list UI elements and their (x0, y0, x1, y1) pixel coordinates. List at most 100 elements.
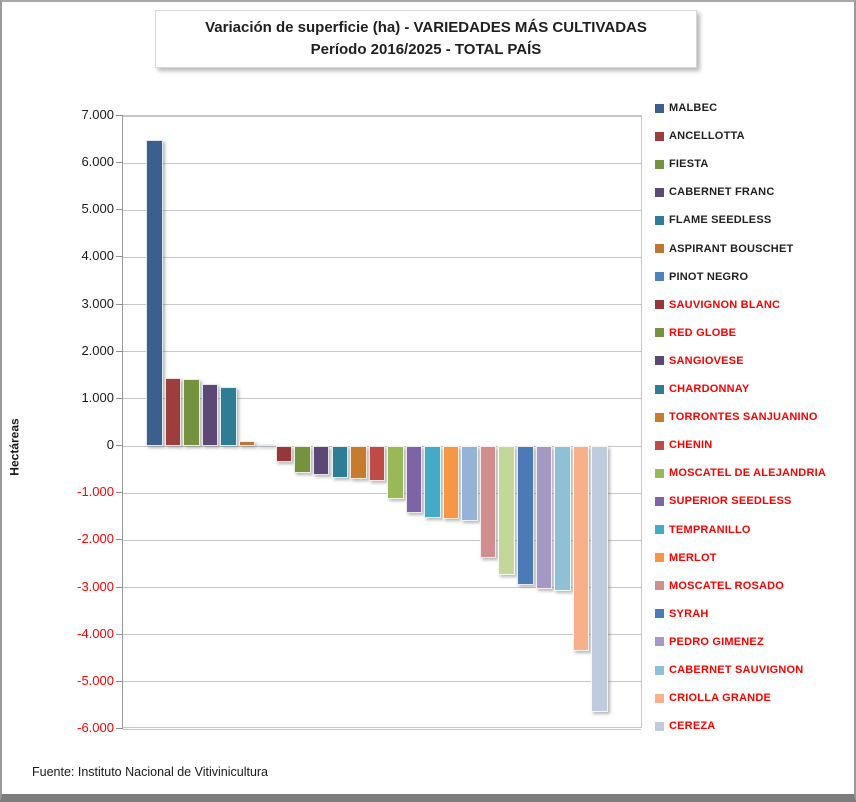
bar-chardonnay (331, 446, 348, 479)
y-tick-label: -6.000 (77, 720, 114, 735)
bar-merlot (442, 446, 460, 519)
chart-title-line-2: Período 2016/2025 - TOTAL PAÍS (310, 41, 542, 58)
y-tick-label: 2.000 (81, 342, 114, 358)
y-tick-label: 4.000 (81, 248, 114, 264)
bar-aspirant-bouschet (238, 440, 256, 447)
legend-swatch (655, 637, 664, 647)
legend-label: PEDRO GIMENEZ (669, 635, 764, 648)
gridline-7.000 (123, 115, 641, 117)
y-tick-mark (116, 350, 123, 352)
plot-area (122, 115, 642, 730)
y-tick-label: -5.000 (77, 672, 114, 688)
legend-item-fiesta: FIESTA (655, 154, 709, 174)
bar-pinot-negro (257, 444, 274, 447)
legend-item-cabernet-sauvignon: CABERNET SAUVIGNON (655, 660, 803, 680)
y-tick-label: 1.000 (81, 389, 114, 405)
chart-title-box: Variación de superficie (ha) - VARIEDADE… (155, 10, 697, 68)
bar-torrontes-sanjuanino (350, 446, 367, 480)
legend-swatch (655, 693, 664, 703)
legend-item-chardonnay: CHARDONNAY (655, 379, 749, 399)
legend-label: RED GLOBE (669, 326, 737, 339)
y-tick-mark (116, 445, 123, 447)
bar-fiesta (183, 378, 200, 447)
y-tick-mark (116, 115, 123, 116)
legend-swatch (655, 300, 664, 310)
chart-title-line-1: Variación de superficie (ha) - VARIEDADE… (205, 19, 647, 36)
legend-label: MERLOT (669, 551, 717, 564)
legend-item-criolla-grande: CRIOLLA GRANDE (655, 688, 771, 708)
gridline--4.000 (123, 634, 641, 636)
legend-swatch (655, 215, 664, 225)
gridline--6.000 (123, 728, 641, 730)
legend-swatch (655, 159, 664, 169)
legend-label: FIESTA (669, 158, 709, 171)
legend-label: MOSCATEL DE ALEJANDRIA (669, 467, 826, 480)
bar-superior-seedless (405, 446, 423, 514)
bar-unlabeled-18 (461, 446, 478, 521)
bar-sauvignon-blanc (275, 446, 293, 463)
legend-item-merlot: MERLOT (655, 548, 717, 568)
y-tick-mark (116, 728, 123, 729)
bar-cabernet-franc (201, 384, 219, 447)
y-tick-mark (116, 397, 123, 399)
legend-label: CHARDONNAY (669, 383, 750, 395)
bar-ancellotta (164, 378, 182, 447)
legend-swatch (655, 131, 664, 141)
gridline-4.000 (123, 256, 641, 258)
gridline--3.000 (123, 587, 641, 589)
y-tick-mark (116, 303, 123, 305)
source-note: Fuente: Instituto Nacional de Vitivinicu… (32, 765, 269, 779)
gridline-1.000 (123, 398, 641, 400)
legend-label: TORRONTES SANJUANINO (669, 411, 818, 424)
legend-label: MOSCATEL ROSADO (669, 579, 785, 592)
legend-item-malbec: MALBEC (655, 98, 717, 118)
legend-swatch (655, 187, 664, 197)
y-tick-mark (116, 633, 123, 635)
legend-item-sangiovese: SANGIOVESE (655, 351, 744, 371)
bar-unlabeled-20 (498, 446, 515, 575)
y-tick-label: -1.000 (77, 484, 114, 500)
legend-swatch (655, 496, 664, 506)
y-tick-label: 5.000 (81, 201, 114, 217)
legend-label: SANGIOVESE (669, 354, 744, 367)
legend-item-cabernet-franc: CABERNET FRANC (655, 182, 774, 202)
legend-swatch (655, 244, 664, 253)
legend-item-chenin: CHENIN (655, 435, 712, 455)
bar-syrah (517, 446, 534, 585)
y-tick-label: -4.000 (77, 625, 114, 641)
gridline-3.000 (123, 304, 641, 306)
legend-item-moscatel-de-alejandria: MOSCATEL DE ALEJANDRIA (655, 463, 826, 483)
bar-sangiovese (312, 446, 330, 476)
legend-item-pedro-gimenez: PEDRO GIMENEZ (655, 632, 764, 652)
legend-item-torrontes-sanjuanino: TORRONTES SANJUANINO (655, 407, 818, 427)
y-tick-mark (116, 209, 123, 211)
legend-swatch (655, 272, 664, 282)
legend-item-ancellotta: ANCELLOTTA (655, 126, 745, 146)
bar-criolla-grande (572, 446, 590, 652)
y-tick-label: 6.000 (81, 154, 114, 170)
bar-chenin (368, 446, 386, 481)
legend-swatch (655, 103, 664, 113)
y-tick-label: 7.000 (81, 107, 114, 122)
legend-swatch (655, 609, 664, 619)
legend-item-cereza: CEREZA (655, 716, 715, 736)
legend-item-aspirant-bouschet: ASPIRANT BOUSCHET (655, 239, 793, 259)
bar-pedro-gimenez (535, 446, 553, 589)
legend-swatch (655, 440, 664, 450)
legend-label: SAUVIGNON BLANC (669, 298, 781, 311)
legend-item-superior-seedless: SUPERIOR SEEDLESS (655, 491, 792, 511)
y-axis-title-text: Hectáreas (8, 418, 22, 476)
bar-moscatel-rosado (479, 446, 497, 559)
gridline--5.000 (123, 681, 641, 683)
y-tick-mark (116, 586, 123, 588)
y-tick-label: 0 (106, 437, 114, 453)
legend-swatch (655, 384, 664, 394)
gridline--2.000 (123, 539, 641, 541)
legend-swatch (655, 356, 664, 366)
legend-label: ASPIRANT BOUSCHET (669, 242, 794, 255)
legend-label: CABERNET FRANC (669, 186, 775, 199)
legend-label: CEREZA (669, 720, 716, 733)
legend-swatch (655, 665, 664, 675)
y-tick-label: -2.000 (77, 531, 114, 547)
